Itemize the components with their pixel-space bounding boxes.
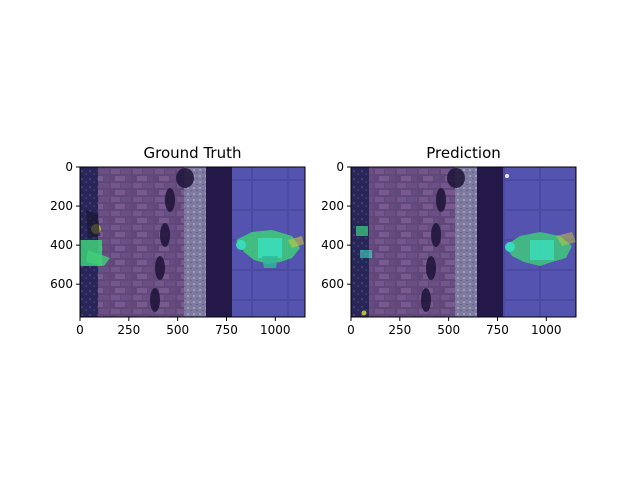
image-prediction: [351, 167, 576, 317]
x-tick-label: 750: [486, 323, 509, 337]
y-tick-label: 200: [50, 199, 73, 213]
x-tick-label: 750: [215, 323, 238, 337]
panel-prediction: Prediction: [321, 144, 577, 337]
y-tick-label: 600: [50, 277, 73, 291]
y-tick-label: 200: [321, 199, 344, 213]
x-tick-label: 250: [388, 323, 411, 337]
axis-ticks: 0 250 500 750 1000 0 200 400 600: [321, 160, 561, 337]
image-ground-truth: [80, 167, 305, 317]
y-tick-label: 400: [50, 238, 73, 252]
x-tick-label: 0: [76, 323, 84, 337]
x-tick-label: 500: [437, 323, 460, 337]
x-tick-label: 250: [117, 323, 140, 337]
x-tick-label: 500: [166, 323, 189, 337]
panel-title: Prediction: [426, 144, 501, 162]
x-tick-label: 1000: [260, 323, 291, 337]
y-tick-label: 0: [336, 160, 344, 174]
axis-ticks: 0 250 500 750 1000 0 200 400 600: [50, 160, 290, 337]
panel-title: Ground Truth: [144, 144, 242, 162]
axes-frame: [79, 166, 306, 318]
x-tick-label: 0: [347, 323, 355, 337]
panel-ground-truth: Ground Truth: [50, 144, 306, 337]
y-tick-label: 400: [321, 238, 344, 252]
y-tick-label: 600: [321, 277, 344, 291]
x-tick-label: 1000: [531, 323, 562, 337]
y-tick-label: 0: [65, 160, 73, 174]
axes-frame: [350, 166, 577, 318]
